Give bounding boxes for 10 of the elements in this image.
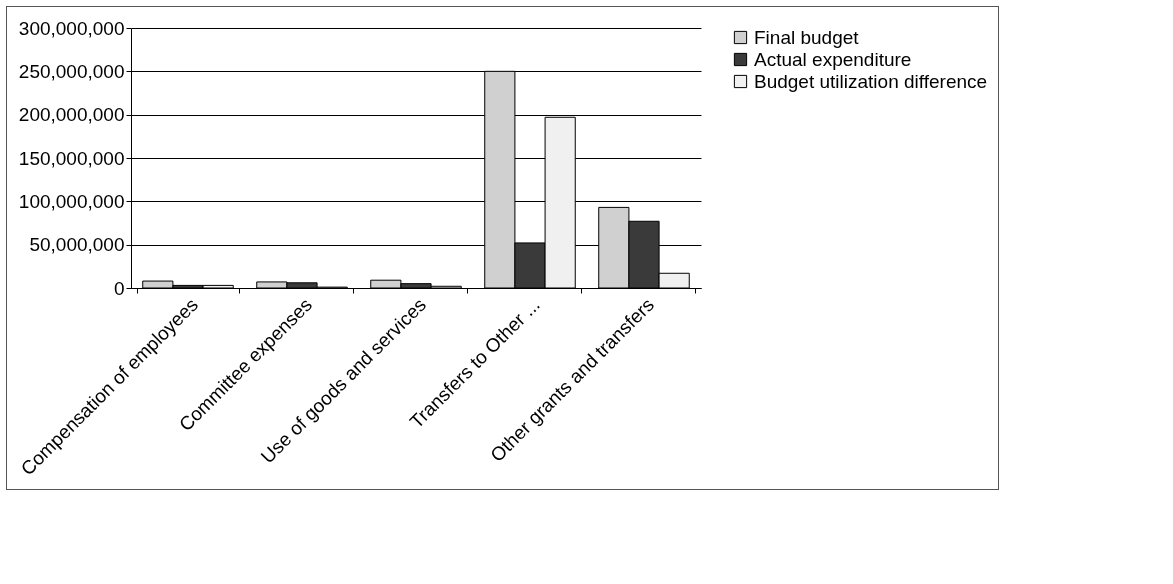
legend-label: Budget utilization difference — [754, 70, 988, 92]
y-tick-label: 100,000,000 — [18, 190, 125, 212]
y-tick-label: 150,000,000 — [18, 147, 125, 169]
y-tick-label: 300,000,000 — [18, 17, 125, 39]
y-tick-label: 250,000,000 — [18, 60, 125, 82]
legend-label: Actual expenditure — [754, 48, 912, 70]
legend-label: Final budget — [754, 26, 860, 48]
y-tick-label: 200,000,000 — [18, 104, 125, 126]
y-tick-label: 0 — [113, 277, 125, 299]
y-tick-label: 50,000,000 — [29, 234, 125, 256]
